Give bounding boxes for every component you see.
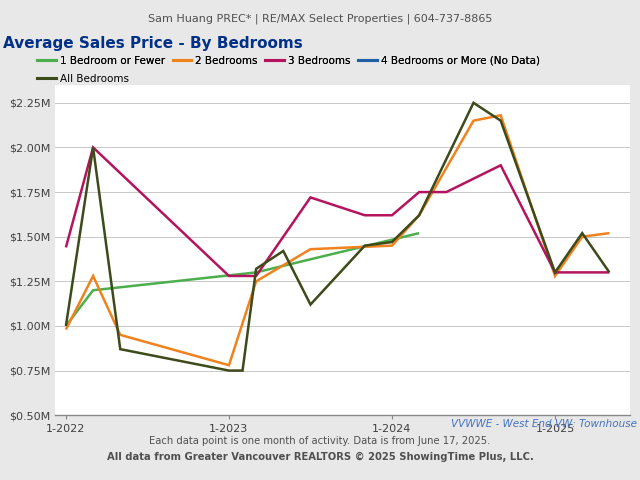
Text: VVWWE - West End VW: Townhouse: VVWWE - West End VW: Townhouse [451,419,637,429]
Text: All data from Greater Vancouver REALTORS © 2025 ShowingTime Plus, LLC.: All data from Greater Vancouver REALTORS… [107,452,533,462]
Text: Sam Huang PREC* | RE/MAX Select Properties | 604-737-8865: Sam Huang PREC* | RE/MAX Select Properti… [148,13,492,24]
Text: Each data point is one month of activity. Data is from June 17, 2025.: Each data point is one month of activity… [149,436,491,446]
Text: Average Sales Price - By Bedrooms: Average Sales Price - By Bedrooms [3,36,303,51]
Legend: All Bedrooms: All Bedrooms [37,74,129,84]
Legend: 1 Bedroom or Fewer, 2 Bedrooms, 3 Bedrooms, 4 Bedrooms or More (No Data): 1 Bedroom or Fewer, 2 Bedrooms, 3 Bedroo… [37,56,540,66]
